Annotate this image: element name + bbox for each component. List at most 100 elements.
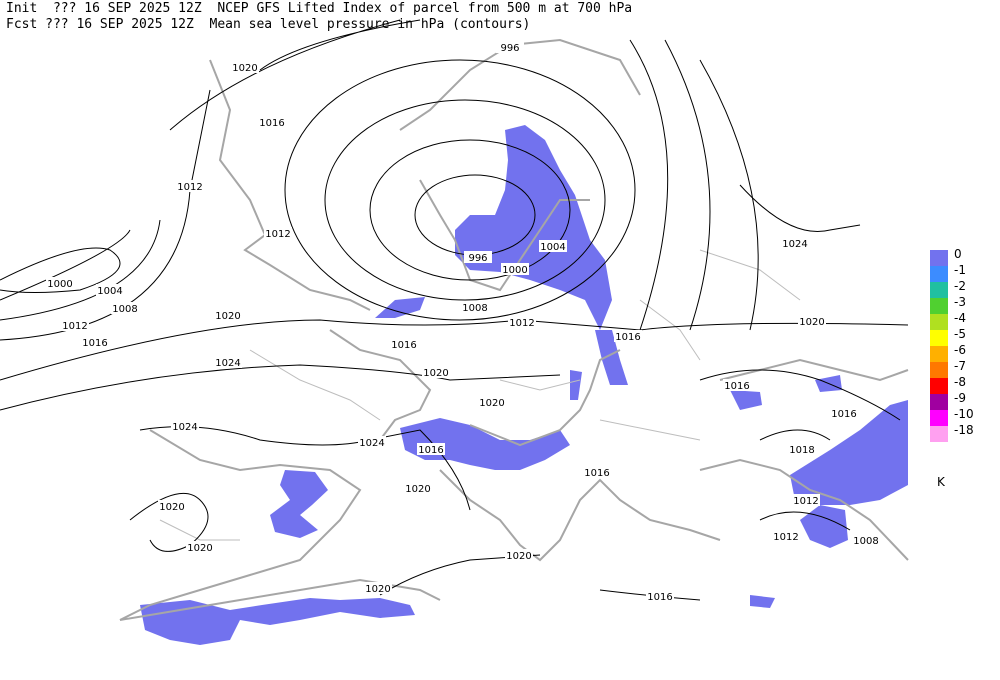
contour-label: 996 [500, 43, 519, 54]
label-bg [231, 61, 259, 73]
contour-label: 1000 [502, 265, 527, 276]
legend-swatch [930, 298, 948, 314]
contour-label: 1020 [423, 368, 448, 379]
contour-label: 1004 [540, 242, 565, 253]
label-bg [788, 443, 816, 455]
header-line: Init ??? 16 SEP 2025 12Z NCEP GFS Lifted… [6, 1, 632, 16]
label-bg [830, 407, 858, 419]
label-bg [46, 277, 74, 289]
contour-label: 1020 [159, 502, 184, 513]
label-bg [505, 549, 533, 561]
legend-label: -1 [954, 263, 966, 277]
legend-label: -2 [954, 279, 966, 293]
label-bg [186, 541, 214, 553]
label-bg [501, 263, 529, 275]
legend-label: -8 [954, 375, 966, 389]
label-bg [358, 436, 386, 448]
contour-label: 1016 [259, 118, 284, 129]
contour-label: 1008 [853, 536, 878, 547]
legend-swatch [930, 378, 948, 394]
contour-label: 1008 [112, 304, 137, 315]
label-bg [96, 284, 124, 296]
label-bg [81, 336, 109, 348]
label-bg [539, 240, 567, 252]
contour-label: 1012 [773, 532, 798, 543]
header-line: Fcst ??? 16 SEP 2025 12Z Mean sea level … [6, 17, 530, 32]
contour-label: 1016 [82, 338, 107, 349]
label-bg [478, 396, 506, 408]
legend-swatch [930, 314, 948, 330]
legend-label: -7 [954, 359, 966, 373]
label-bg [264, 227, 292, 239]
contour-label: 1024 [172, 422, 197, 433]
label-bg [583, 466, 611, 478]
legend-swatch [930, 426, 948, 442]
isobars [0, 19, 909, 601]
coastlines [119, 38, 909, 621]
legend-label: -9 [954, 391, 966, 405]
label-bg [646, 590, 674, 602]
label-bg [364, 582, 392, 594]
contour-label: 1024 [359, 438, 384, 449]
legend: 0 -1 -2 -3 -4 -5 -6 -7 -8 -9 -10 -18 K [930, 247, 974, 489]
legend-swatch [930, 346, 948, 362]
contour-label: 1016 [724, 381, 749, 392]
contour-labels: 996 1020 1016 1012 1012 996 1004 1000 1024 1000 10… [46, 41, 880, 603]
legend-label: 0 [954, 247, 962, 261]
contour-label: 1012 [265, 229, 290, 240]
label-bg [390, 338, 418, 350]
label-bg [417, 443, 445, 455]
legend-label: -3 [954, 295, 966, 309]
label-bg [792, 494, 820, 506]
contour-label: 1020 [506, 551, 531, 562]
label-bg [111, 302, 139, 314]
label-bg [176, 180, 204, 192]
contour-label: 1020 [479, 398, 504, 409]
contour-label: 1012 [62, 321, 87, 332]
label-bg [852, 534, 880, 546]
contour-label: 1016 [647, 592, 672, 603]
label-bg [422, 366, 450, 378]
legend-label: -10 [954, 407, 974, 421]
label-bg [158, 500, 186, 512]
legend-swatch [930, 362, 948, 378]
legend-label: -5 [954, 327, 966, 341]
contour-label: 1016 [418, 445, 443, 456]
label-bg [404, 482, 432, 494]
contour-label: 1012 [509, 318, 534, 329]
contour-label: 1020 [232, 63, 257, 74]
contour-label: 1012 [793, 496, 818, 507]
contour-label: 1000 [47, 279, 72, 290]
contour-label: 996 [468, 253, 487, 264]
label-bg [772, 530, 800, 542]
label-bg [214, 309, 242, 321]
contour-label: 1016 [391, 340, 416, 351]
legend-swatch [930, 330, 948, 346]
label-bg [614, 330, 642, 342]
contour-label: 1020 [365, 584, 390, 595]
legend-swatch [930, 266, 948, 282]
contour-label: 1016 [615, 332, 640, 343]
contour-label: 1020 [215, 311, 240, 322]
contour-label: 1012 [177, 182, 202, 193]
label-bg [781, 237, 809, 249]
contour-label: 1008 [462, 303, 487, 314]
legend-unit: K [937, 475, 946, 489]
legend-label: -6 [954, 343, 966, 357]
label-bg [214, 356, 242, 368]
legend-swatch [930, 410, 948, 426]
label-bg [496, 41, 524, 53]
contour-label: 1020 [405, 484, 430, 495]
li-field [140, 125, 908, 645]
label-bg [61, 319, 89, 331]
label-bg [723, 379, 751, 391]
label-bg [798, 315, 826, 327]
contour-label: 1016 [831, 409, 856, 420]
legend-label: -18 [954, 423, 974, 437]
label-bg [171, 420, 199, 432]
legend-swatch [930, 250, 948, 266]
contour-label: 1020 [799, 317, 824, 328]
contour-label: 1004 [97, 286, 122, 297]
contour-label: 1018 [789, 445, 814, 456]
